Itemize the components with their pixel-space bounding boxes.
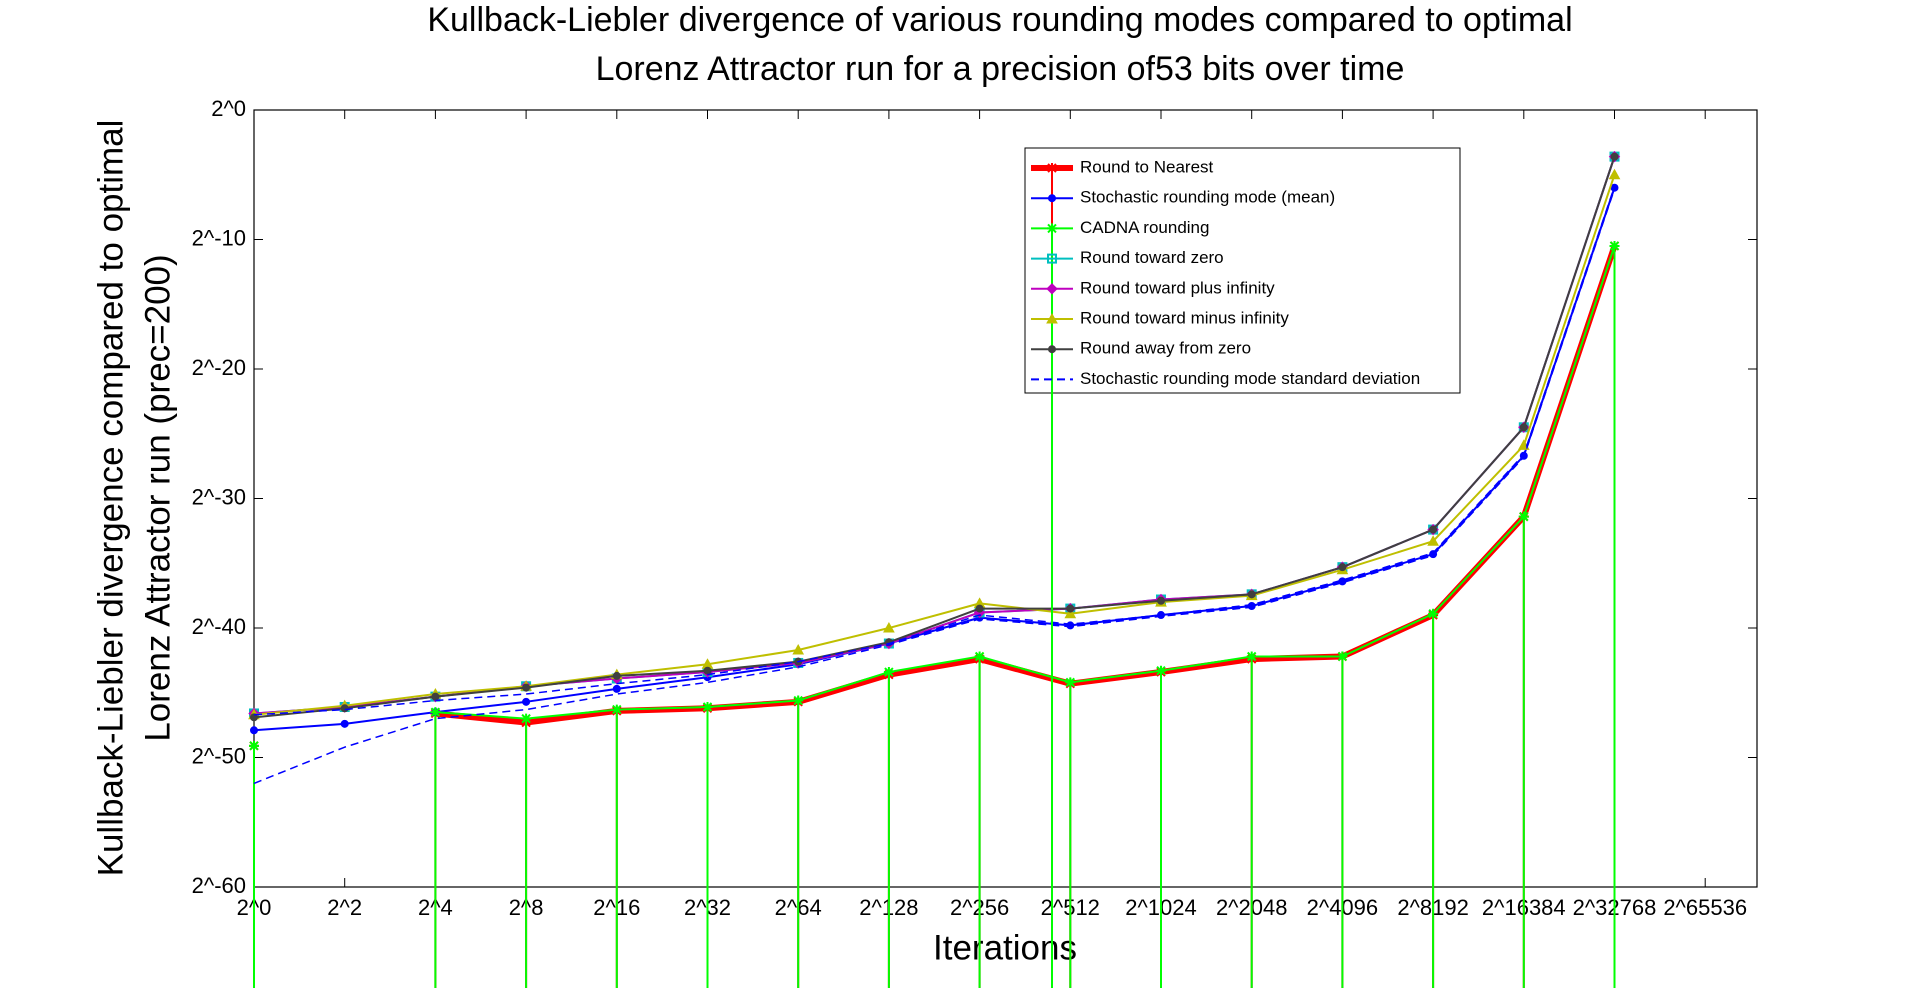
legend: Round to Nearest Stochastic rounding mode… bbox=[1024, 147, 1461, 988]
marker bbox=[1428, 608, 1439, 988]
y-axis-label: Kullback-Liebler divergence compared to … bbox=[91, 120, 130, 877]
legend-marker bbox=[1048, 194, 1056, 203]
y-tick-label: 2^-20 bbox=[192, 355, 246, 380]
marker bbox=[250, 726, 258, 735]
legend-marker bbox=[1046, 283, 1058, 295]
legend-marker bbox=[1048, 345, 1056, 354]
legend-marker bbox=[1046, 312, 1058, 324]
marker bbox=[792, 643, 805, 655]
marker bbox=[1066, 621, 1075, 630]
legend-marker bbox=[1047, 253, 1057, 264]
marker bbox=[1609, 240, 1620, 988]
marker bbox=[1338, 563, 1347, 572]
y-axis-label: Lorenz Attractor run (prec=200) bbox=[138, 254, 177, 741]
y-tick-label: 2^-40 bbox=[192, 614, 246, 639]
marker bbox=[793, 695, 804, 988]
marker bbox=[521, 713, 532, 988]
marker bbox=[1429, 525, 1438, 534]
marker bbox=[612, 684, 621, 693]
marker bbox=[340, 704, 349, 713]
marker bbox=[611, 704, 622, 988]
y-tick-label: 2^-30 bbox=[192, 484, 246, 509]
y-tick-label: 2^-60 bbox=[192, 873, 246, 898]
marker bbox=[1246, 651, 1257, 988]
legend-label: Round toward zero bbox=[1080, 248, 1224, 267]
legend-label: Round away from zero bbox=[1080, 339, 1251, 358]
marker bbox=[1610, 152, 1619, 161]
marker bbox=[1427, 535, 1439, 546]
marker bbox=[974, 651, 985, 988]
marker bbox=[702, 701, 713, 988]
marker bbox=[1157, 596, 1165, 605]
marker bbox=[249, 740, 259, 988]
legend-label: Stochastic rounding mode standard deviat… bbox=[1080, 369, 1420, 388]
marker bbox=[522, 683, 531, 692]
series-line bbox=[253, 188, 1616, 785]
marker bbox=[431, 692, 440, 701]
marker bbox=[612, 671, 621, 680]
y-tick-label: 2^-10 bbox=[192, 225, 246, 250]
series-line bbox=[253, 156, 1616, 719]
legend-label: Round toward minus infinity bbox=[1080, 308, 1289, 327]
marker bbox=[975, 604, 984, 613]
marker bbox=[883, 667, 894, 988]
marker bbox=[340, 719, 349, 728]
marker bbox=[1518, 511, 1529, 988]
x-tick-label: 2^2 bbox=[327, 895, 362, 920]
series-line bbox=[435, 245, 1616, 720]
marker bbox=[1066, 604, 1075, 613]
y-tick-label: 2^-50 bbox=[192, 743, 246, 768]
x-axis-label: Iterations bbox=[933, 928, 1077, 967]
legend-marker bbox=[1047, 223, 1057, 988]
legend-label: Round to Nearest bbox=[1080, 157, 1214, 176]
legend-label: CADNA rounding bbox=[1080, 218, 1209, 237]
marker bbox=[1247, 590, 1256, 599]
chart-title: Kullback-Liebler divergence of various r… bbox=[427, 1, 1572, 39]
series-line bbox=[253, 187, 1616, 732]
marker bbox=[430, 707, 441, 988]
chart-title: Lorenz Attractor run for a precision of5… bbox=[596, 50, 1405, 88]
marker bbox=[1519, 423, 1528, 432]
legend-label: Round toward plus infinity bbox=[1080, 278, 1275, 297]
marker bbox=[1156, 665, 1166, 988]
series-line bbox=[253, 186, 1616, 716]
marker bbox=[1064, 607, 1077, 619]
marker bbox=[1247, 601, 1256, 610]
marker bbox=[250, 713, 258, 722]
marker bbox=[522, 697, 531, 706]
marker bbox=[1429, 550, 1438, 559]
marker bbox=[1065, 677, 1076, 988]
marker bbox=[703, 666, 712, 675]
marker bbox=[1608, 168, 1621, 180]
legend-label: Stochastic rounding mode (mean) bbox=[1080, 188, 1335, 207]
marker bbox=[883, 621, 895, 633]
legend-box bbox=[1024, 147, 1461, 394]
series-line bbox=[253, 174, 1616, 716]
x-tick-label: 2^65536 bbox=[1663, 895, 1747, 920]
y-tick-label: 2^0 bbox=[211, 96, 246, 121]
marker bbox=[1337, 651, 1348, 988]
